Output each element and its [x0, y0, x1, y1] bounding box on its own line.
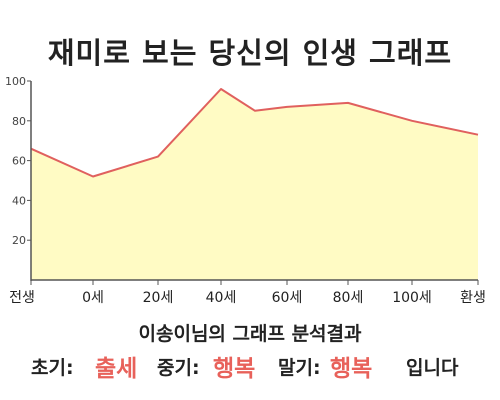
x-tick-label-5: 60세	[272, 290, 303, 306]
x-tick-label-8: 환생	[460, 290, 486, 306]
y-tick-label-100: 100	[5, 75, 26, 88]
result-summary: 초기: 출세 중기: 행복 말기: 행복 입니다	[0, 347, 500, 382]
result-title: 이송이님의 그래프 분석결과	[138, 323, 362, 345]
x-tick-label-2: 20세	[143, 290, 174, 306]
y-tick-label-20: 20	[12, 234, 26, 247]
middle-value: 행복	[213, 356, 256, 382]
y-tick-label-60: 60	[12, 155, 26, 168]
x-tick-label-1: 0세	[82, 290, 104, 306]
area-fill	[31, 89, 478, 280]
y-tick-label-80: 80	[12, 115, 26, 128]
early-value: 출세	[95, 356, 138, 382]
life-graph-chart: 20 40 60 80 100 전생 0세 20세 40세 60세 80세 100세 환생	[5, 75, 486, 306]
x-tick-label-6: 80세	[333, 290, 364, 306]
early-label: 초기:	[31, 357, 74, 379]
chart-title: 재미로 보는 당신의 인생 그래프	[47, 36, 453, 70]
x-tick-label-0: 전생	[9, 290, 35, 306]
late-value: 행복	[330, 356, 373, 382]
x-tick-label-3: 40세	[206, 290, 237, 306]
series-line	[30, 88, 479, 178]
x-tick-label-7: 100세	[392, 290, 432, 306]
middle-label: 중기:	[157, 357, 200, 379]
late-label: 말기:	[278, 357, 321, 379]
y-tick-label-40: 40	[12, 194, 26, 207]
ending-text: 입니다	[406, 357, 459, 379]
